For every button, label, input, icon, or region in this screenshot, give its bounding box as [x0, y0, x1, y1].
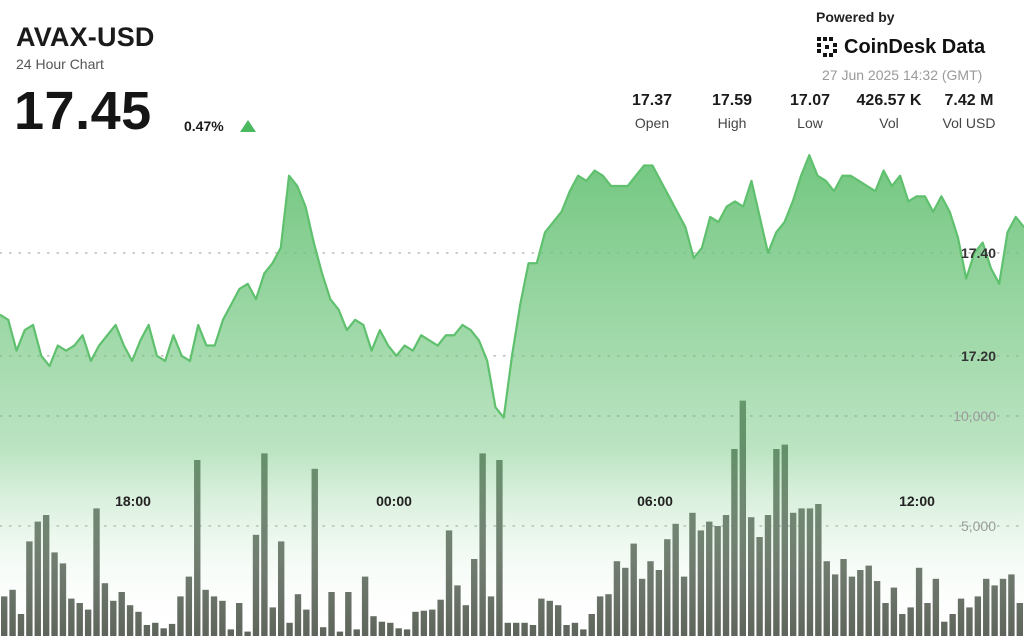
stat-value: 426.57 K: [856, 92, 922, 109]
stat-open: 17.37 Open: [628, 92, 676, 131]
stat-volume: 426.57 K Vol: [848, 92, 930, 131]
stat-value: 7.42 M: [944, 92, 994, 109]
stat-volume-usd: 7.42 M Vol USD: [934, 92, 1004, 131]
x-tick-label: 12:00: [899, 493, 935, 509]
y-tick-labels: 17.40 17.20 10,000 5,000: [953, 245, 996, 534]
stat-value: 17.07: [789, 92, 831, 109]
price-area-fill: [0, 155, 1024, 636]
x-tick-label: 06:00: [637, 493, 673, 509]
price-line: [0, 154, 1024, 419]
stat-label: Vol USD: [942, 115, 996, 131]
volume-tick-label: 10,000: [953, 408, 996, 424]
x-tick-label: 00:00: [376, 493, 412, 509]
brand-name: CoinDesk Data: [844, 35, 986, 58]
coindesk-logo-icon: [817, 37, 837, 57]
x-tick-label: 18:00: [115, 493, 151, 509]
stat-value: 17.59: [711, 92, 753, 109]
stat-high: 17.59 High: [706, 92, 758, 131]
powered-by-label: Powered by: [816, 9, 895, 25]
stat-low: 17.07 Low: [784, 92, 836, 131]
timestamp: 27 Jun 2025 14:32 (GMT): [822, 67, 983, 83]
stat-label: Open: [634, 115, 670, 131]
stat-label: Vol: [879, 115, 899, 131]
chart-subtitle: 24 Hour Chart: [16, 56, 104, 72]
price-area: [0, 154, 1024, 636]
brand-logo-link[interactable]: CoinDesk Data: [816, 34, 985, 60]
stat-label: Low: [797, 115, 823, 131]
y-tick-label: 17.20: [961, 348, 996, 364]
x-tick-labels: 18:00 00:00 06:00 12:00: [115, 493, 935, 509]
change-percent: 0.47%: [184, 118, 224, 134]
stat-label: High: [717, 115, 747, 131]
y-tick-label: 17.40: [961, 245, 996, 261]
symbol-title: AVAX-USD: [16, 22, 155, 52]
stat-value: 17.37: [631, 92, 673, 109]
volume-tick-label: 5,000: [961, 518, 996, 534]
up-arrow-icon: [240, 120, 256, 132]
current-price: 17.45: [14, 81, 152, 141]
